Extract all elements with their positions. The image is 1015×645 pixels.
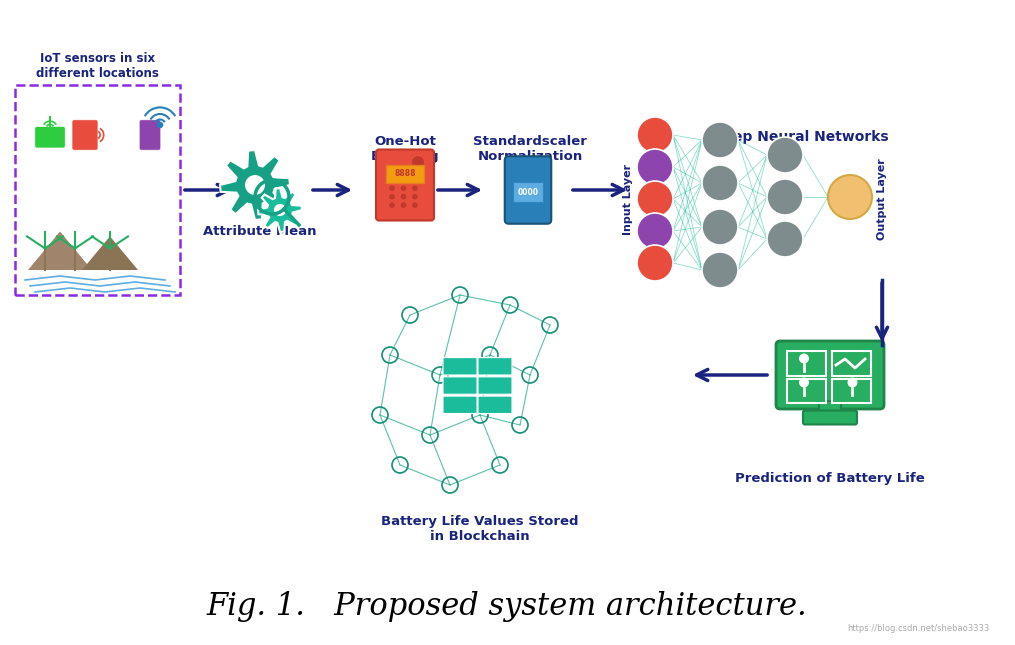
Circle shape (637, 117, 673, 153)
FancyBboxPatch shape (831, 352, 871, 376)
Circle shape (389, 186, 395, 191)
FancyBboxPatch shape (478, 396, 512, 413)
Circle shape (702, 209, 738, 245)
Circle shape (767, 179, 803, 215)
FancyBboxPatch shape (478, 357, 512, 375)
FancyBboxPatch shape (787, 379, 826, 404)
Circle shape (767, 221, 803, 257)
Circle shape (637, 213, 673, 249)
Text: Prediction of Battery Life: Prediction of Battery Life (735, 472, 925, 485)
Text: Standardscaler
Normalization: Standardscaler Normalization (473, 135, 587, 163)
Circle shape (848, 377, 858, 388)
Circle shape (702, 122, 738, 158)
Text: IoT sensors in six
different locations: IoT sensors in six different locations (37, 52, 159, 80)
Circle shape (412, 194, 418, 199)
Circle shape (637, 181, 673, 217)
Circle shape (637, 245, 673, 281)
FancyBboxPatch shape (443, 357, 477, 375)
Circle shape (828, 175, 872, 219)
FancyBboxPatch shape (443, 377, 477, 394)
Text: 8888: 8888 (394, 169, 416, 178)
FancyBboxPatch shape (504, 156, 551, 224)
Text: https://blog.csdn.net/shebao3333: https://blog.csdn.net/shebao3333 (848, 624, 990, 633)
Circle shape (244, 174, 266, 196)
Circle shape (156, 122, 163, 128)
Circle shape (412, 203, 418, 208)
FancyBboxPatch shape (15, 85, 180, 295)
FancyBboxPatch shape (787, 352, 826, 376)
Circle shape (637, 149, 673, 185)
Polygon shape (220, 150, 290, 220)
Circle shape (273, 203, 287, 217)
FancyBboxPatch shape (139, 120, 160, 150)
FancyBboxPatch shape (803, 410, 857, 424)
FancyBboxPatch shape (35, 126, 65, 148)
Text: One-Hot
Encoding: One-Hot Encoding (370, 135, 439, 163)
FancyBboxPatch shape (776, 341, 884, 409)
FancyBboxPatch shape (72, 120, 98, 150)
FancyBboxPatch shape (376, 150, 434, 221)
Circle shape (702, 165, 738, 201)
FancyBboxPatch shape (443, 396, 477, 413)
Text: Deep Neural Networks: Deep Neural Networks (712, 130, 888, 144)
FancyBboxPatch shape (513, 182, 543, 201)
Circle shape (401, 194, 406, 199)
Text: Attribute Mean: Attribute Mean (203, 225, 317, 238)
FancyBboxPatch shape (819, 401, 841, 413)
Text: Fig. 1.   Proposed system architecture.: Fig. 1. Proposed system architecture. (207, 591, 807, 622)
Circle shape (767, 137, 803, 173)
FancyBboxPatch shape (831, 379, 871, 404)
Circle shape (401, 186, 406, 191)
Polygon shape (258, 188, 302, 232)
Circle shape (389, 194, 395, 199)
Circle shape (412, 156, 424, 168)
Text: Output Layer: Output Layer (877, 158, 887, 240)
Circle shape (389, 203, 395, 208)
Circle shape (401, 203, 406, 208)
Text: Input Layer: Input Layer (623, 163, 633, 235)
Circle shape (799, 377, 809, 388)
FancyBboxPatch shape (478, 377, 512, 394)
FancyBboxPatch shape (386, 164, 424, 183)
Circle shape (799, 353, 809, 364)
Polygon shape (28, 232, 92, 270)
Text: Battery Life Values Stored
in Blockchain: Battery Life Values Stored in Blockchain (382, 515, 579, 543)
Polygon shape (82, 237, 138, 270)
Circle shape (702, 252, 738, 288)
Text: 0000: 0000 (518, 188, 539, 197)
Circle shape (412, 186, 418, 191)
